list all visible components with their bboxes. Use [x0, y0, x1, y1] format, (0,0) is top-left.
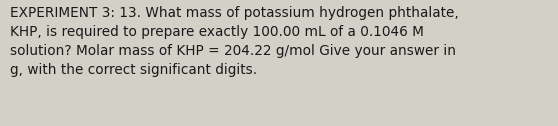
- Text: EXPERIMENT 3: 13. What mass of potassium hydrogen phthalate,
KHP, is required to: EXPERIMENT 3: 13. What mass of potassium…: [10, 6, 459, 77]
